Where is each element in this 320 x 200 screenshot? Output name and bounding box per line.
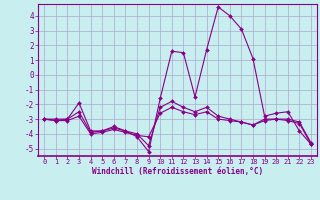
X-axis label: Windchill (Refroidissement éolien,°C): Windchill (Refroidissement éolien,°C) (92, 167, 263, 176)
